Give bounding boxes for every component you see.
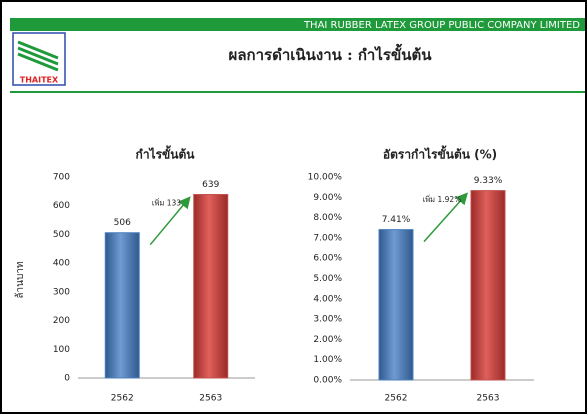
y-tick-label: 4.00% xyxy=(313,294,342,304)
x-tick-label: 2563 xyxy=(477,394,500,404)
y-tick-label: 700 xyxy=(53,173,70,183)
y-tick-label: 2.00% xyxy=(313,335,342,345)
x-tick-label: 2563 xyxy=(199,394,222,404)
data-label: 7.41% xyxy=(382,215,411,225)
annotation-arrow xyxy=(149,196,191,246)
logo-box xyxy=(12,32,66,86)
y-axis-label: ล้านบาท xyxy=(14,261,26,298)
y-tick-label: 0 xyxy=(64,374,70,384)
data-label: 9.33% xyxy=(474,176,503,186)
y-tick-label: 100 xyxy=(53,345,70,355)
y-tick-label: 300 xyxy=(53,287,70,297)
annotation: เพิ่ม 1.92% xyxy=(423,194,462,204)
header-bar xyxy=(10,18,585,31)
y-tick-label: 10.00% xyxy=(308,173,343,183)
x-tick-label: 2562 xyxy=(385,394,408,404)
y-tick-label: 500 xyxy=(53,230,70,240)
company-name: THAI RUBBER LATEX GROUP PUBLIC COMPANY L… xyxy=(303,20,580,31)
data-label: 506 xyxy=(114,218,131,228)
y-tick-label: 600 xyxy=(53,201,70,211)
logo-text: THAITEX xyxy=(20,76,59,85)
y-tick-label: 400 xyxy=(53,259,70,269)
y-tick-label: 7.00% xyxy=(313,233,342,243)
y-tick-label: 5.00% xyxy=(313,274,342,284)
y-tick-label: 1.00% xyxy=(313,355,342,365)
y-tick-label: 3.00% xyxy=(313,315,342,325)
bar xyxy=(193,194,229,379)
y-tick-label: 0.00% xyxy=(313,376,342,386)
x-tick-label: 2562 xyxy=(111,394,134,404)
annotation: เพิ่ม 133 xyxy=(152,198,181,208)
y-tick-label: 6.00% xyxy=(313,254,342,264)
bar xyxy=(104,232,140,379)
y-tick-label: 9.00% xyxy=(313,193,342,203)
logo-stripes xyxy=(17,40,59,72)
y-tick-label: 8.00% xyxy=(313,213,342,223)
bar xyxy=(378,229,414,381)
bar xyxy=(470,190,506,381)
annotation-arrow xyxy=(423,192,468,243)
chart-title: อัตรากำไรขั้นต้น (%) xyxy=(383,145,497,162)
slide-title: ผลการดำเนินงาน : กำไรขั้นต้น xyxy=(229,43,433,64)
data-label: 639 xyxy=(202,180,219,190)
y-tick-label: 200 xyxy=(53,316,70,326)
chart-title: กำไรขั้นต้น xyxy=(136,145,196,162)
